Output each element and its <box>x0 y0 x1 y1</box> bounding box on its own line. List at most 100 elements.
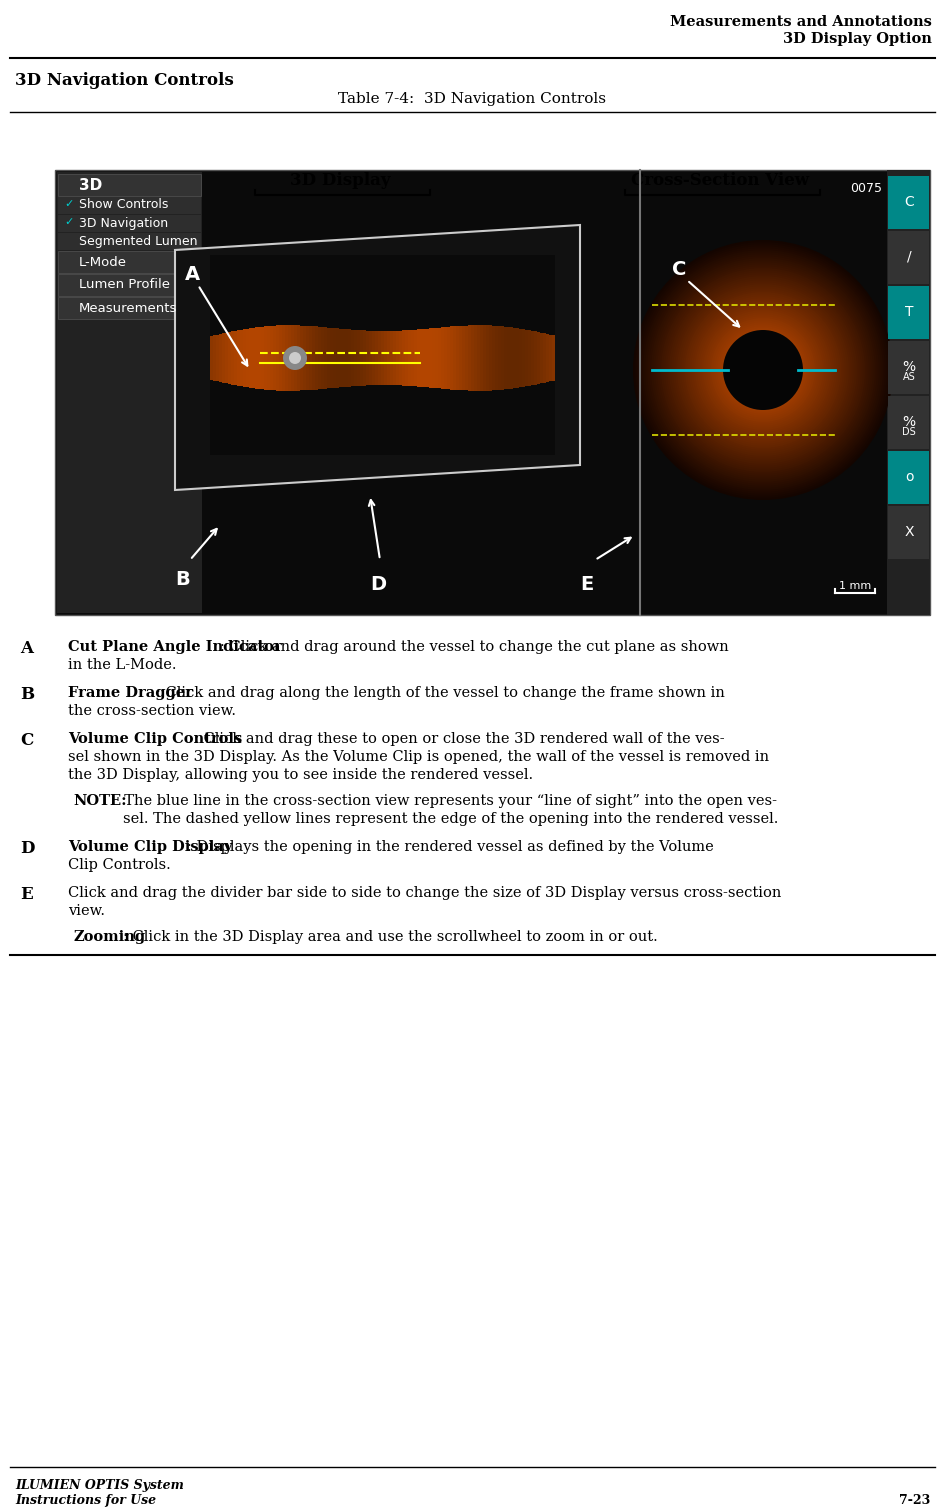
Text: T: T <box>903 305 912 320</box>
Text: 3D Navigation: 3D Navigation <box>79 217 168 229</box>
Bar <box>252 327 255 388</box>
Bar <box>58 173 201 196</box>
Bar <box>216 335 219 382</box>
Bar <box>321 327 324 389</box>
Text: : Click and drag around the vessel to change the cut plane as shown: : Click and drag around the vessel to ch… <box>220 639 728 654</box>
Circle shape <box>746 354 778 386</box>
Text: %: % <box>902 415 915 428</box>
Circle shape <box>736 344 788 397</box>
Text: Measurements: Measurements <box>79 302 177 315</box>
Bar <box>408 330 411 386</box>
Text: DS: DS <box>902 427 915 437</box>
Bar <box>245 329 248 388</box>
Bar <box>276 326 278 391</box>
Circle shape <box>649 256 876 484</box>
Bar <box>362 330 365 386</box>
Text: Clip Controls.: Clip Controls. <box>68 858 171 872</box>
Bar <box>58 297 201 320</box>
Bar <box>525 330 528 386</box>
Bar <box>462 326 464 391</box>
Circle shape <box>658 265 866 474</box>
Bar <box>510 327 513 389</box>
Bar <box>411 330 413 386</box>
Text: 3D Display Option: 3D Display Option <box>783 32 931 47</box>
Bar <box>372 330 375 385</box>
Text: : Click and drag these to open or close the 3D rendered wall of the ves-: : Click and drag these to open or close … <box>194 731 724 746</box>
Bar <box>267 326 270 391</box>
Bar <box>488 326 492 391</box>
Bar <box>441 327 444 389</box>
Bar <box>329 327 332 388</box>
Circle shape <box>756 363 768 375</box>
Bar <box>482 326 485 391</box>
Circle shape <box>692 300 832 440</box>
Bar <box>485 326 488 391</box>
Circle shape <box>684 293 840 448</box>
Text: Show Controls: Show Controls <box>79 199 168 211</box>
Bar <box>354 330 357 386</box>
Circle shape <box>282 345 307 369</box>
Text: view.: view. <box>68 903 105 918</box>
Bar <box>464 326 467 391</box>
Bar <box>518 329 521 388</box>
Circle shape <box>672 280 852 460</box>
Circle shape <box>750 357 774 382</box>
Bar <box>219 333 222 382</box>
Bar <box>58 234 201 250</box>
Text: 3D Navigation Controls: 3D Navigation Controls <box>15 72 233 89</box>
Text: L-Mode: L-Mode <box>79 255 126 268</box>
Text: X: X <box>903 525 913 538</box>
Bar <box>480 326 482 391</box>
Circle shape <box>715 323 810 418</box>
Text: C: C <box>903 195 913 210</box>
Bar <box>515 329 518 388</box>
Bar <box>390 330 393 385</box>
Bar <box>887 397 928 449</box>
Bar <box>444 327 447 389</box>
Text: E: E <box>580 575 593 594</box>
Bar <box>507 327 510 389</box>
Circle shape <box>706 314 818 425</box>
Bar <box>58 216 201 232</box>
Circle shape <box>686 294 838 446</box>
Text: sel. The dashed yellow lines represent the edge of the opening into the rendered: sel. The dashed yellow lines represent t… <box>123 811 778 826</box>
Circle shape <box>724 332 801 409</box>
Circle shape <box>700 308 824 431</box>
Text: 0075: 0075 <box>849 182 881 195</box>
Circle shape <box>702 311 822 430</box>
Circle shape <box>640 247 885 492</box>
Bar <box>263 326 267 389</box>
Bar <box>531 330 533 385</box>
Bar <box>416 329 419 386</box>
Bar <box>210 255 554 455</box>
Bar <box>357 330 360 386</box>
Circle shape <box>666 274 858 466</box>
Text: : Click and drag along the length of the vessel to change the frame shown in: : Click and drag along the length of the… <box>156 686 724 700</box>
Bar <box>401 330 405 386</box>
Bar <box>497 326 500 391</box>
Text: Volume Clip Display: Volume Clip Display <box>68 840 232 854</box>
Bar <box>431 329 434 388</box>
Bar <box>383 330 387 385</box>
Circle shape <box>670 277 854 461</box>
Bar <box>449 326 452 389</box>
Text: ILUMIEN OPTIS System: ILUMIEN OPTIS System <box>15 1479 184 1491</box>
Bar <box>452 326 456 389</box>
Text: Instructions for Use: Instructions for Use <box>15 1494 156 1506</box>
Bar <box>347 329 350 386</box>
Bar <box>57 172 202 612</box>
Circle shape <box>634 241 890 498</box>
Bar <box>375 330 378 385</box>
Bar <box>887 231 928 284</box>
Circle shape <box>731 338 794 403</box>
Bar <box>243 329 245 388</box>
Bar <box>58 198 201 214</box>
Bar <box>58 250 201 273</box>
Bar <box>543 333 546 383</box>
Text: Measurements and Annotations: Measurements and Annotations <box>669 15 931 29</box>
Bar <box>234 330 237 385</box>
Bar <box>393 330 396 385</box>
Circle shape <box>744 351 780 388</box>
Bar <box>222 333 225 383</box>
Text: /: / <box>905 250 910 264</box>
